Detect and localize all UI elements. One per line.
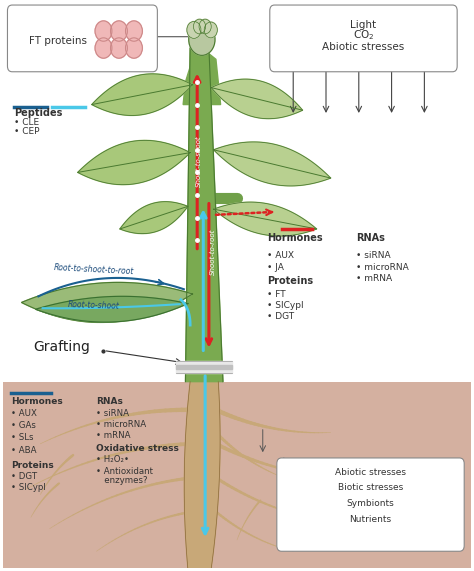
Text: • Antioxidant: • Antioxidant xyxy=(97,467,154,476)
Text: RNAs: RNAs xyxy=(97,397,123,406)
Circle shape xyxy=(110,38,128,58)
Circle shape xyxy=(189,24,215,55)
Text: Nutrients: Nutrients xyxy=(349,515,392,524)
Text: Abiotic stresses: Abiotic stresses xyxy=(322,42,405,53)
Text: Proteins: Proteins xyxy=(267,276,314,286)
Circle shape xyxy=(95,21,112,41)
Text: • FT: • FT xyxy=(267,290,286,299)
Polygon shape xyxy=(211,79,302,119)
Text: • mRNA: • mRNA xyxy=(97,431,131,440)
Text: • SICypl: • SICypl xyxy=(267,301,304,310)
Text: • DGT: • DGT xyxy=(267,312,294,321)
Text: Grafting: Grafting xyxy=(33,340,90,353)
Text: Biotic stresses: Biotic stresses xyxy=(338,484,403,492)
Text: Shoot-to-shoot: Shoot-to-shoot xyxy=(196,135,201,187)
Polygon shape xyxy=(120,202,188,234)
Text: Hormones: Hormones xyxy=(267,234,323,243)
Text: Root-to-shoot-to-root: Root-to-shoot-to-root xyxy=(54,263,135,276)
Text: • siRNA: • siRNA xyxy=(356,251,391,260)
Polygon shape xyxy=(21,283,192,323)
Circle shape xyxy=(199,19,211,34)
FancyBboxPatch shape xyxy=(270,5,457,72)
Text: • mRNA: • mRNA xyxy=(356,274,392,283)
Text: • SLs: • SLs xyxy=(11,433,34,443)
Text: Light: Light xyxy=(350,21,376,30)
Text: • SICypl: • SICypl xyxy=(11,483,46,492)
Circle shape xyxy=(126,21,142,41)
Text: Shoot-to-root: Shoot-to-root xyxy=(210,228,216,275)
Polygon shape xyxy=(183,42,220,104)
Text: • CEP: • CEP xyxy=(15,127,40,136)
Text: • microRNA: • microRNA xyxy=(356,263,409,272)
Polygon shape xyxy=(176,365,232,369)
Circle shape xyxy=(126,38,142,58)
FancyBboxPatch shape xyxy=(8,5,157,72)
Text: • H₂O₂•: • H₂O₂• xyxy=(97,456,129,464)
Circle shape xyxy=(204,22,217,38)
Text: Symbionts: Symbionts xyxy=(346,499,394,508)
Text: • siRNA: • siRNA xyxy=(97,409,129,417)
Polygon shape xyxy=(185,48,223,381)
Text: CO$_2$: CO$_2$ xyxy=(353,29,374,42)
Text: FT proteins: FT proteins xyxy=(28,36,87,46)
Text: Root-to-shoot: Root-to-shoot xyxy=(68,300,120,311)
Text: • DGT: • DGT xyxy=(11,472,37,481)
Polygon shape xyxy=(176,361,232,373)
Text: Abiotic stresses: Abiotic stresses xyxy=(335,468,406,477)
Polygon shape xyxy=(92,74,192,115)
Polygon shape xyxy=(36,296,188,322)
Text: • AUX: • AUX xyxy=(267,251,294,260)
Circle shape xyxy=(95,38,112,58)
Text: Peptides: Peptides xyxy=(15,108,63,118)
Text: • JA: • JA xyxy=(267,263,284,272)
Circle shape xyxy=(193,19,206,34)
Polygon shape xyxy=(78,140,190,184)
Text: RNAs: RNAs xyxy=(356,234,385,243)
Text: Proteins: Proteins xyxy=(11,461,54,469)
Text: • AUX: • AUX xyxy=(11,409,37,417)
FancyBboxPatch shape xyxy=(277,458,464,551)
Text: • microRNA: • microRNA xyxy=(97,420,146,429)
Circle shape xyxy=(187,22,201,38)
Text: enzymes?: enzymes? xyxy=(97,476,148,485)
Text: Hormones: Hormones xyxy=(11,397,63,406)
Text: Oxidative stress: Oxidative stress xyxy=(97,444,179,453)
Polygon shape xyxy=(214,142,331,186)
Polygon shape xyxy=(184,381,220,568)
Text: • CLE: • CLE xyxy=(15,118,40,127)
FancyBboxPatch shape xyxy=(3,381,471,568)
Text: • GAs: • GAs xyxy=(11,421,36,430)
Circle shape xyxy=(110,21,128,41)
Polygon shape xyxy=(214,202,317,236)
Text: • ABA: • ABA xyxy=(11,446,36,455)
